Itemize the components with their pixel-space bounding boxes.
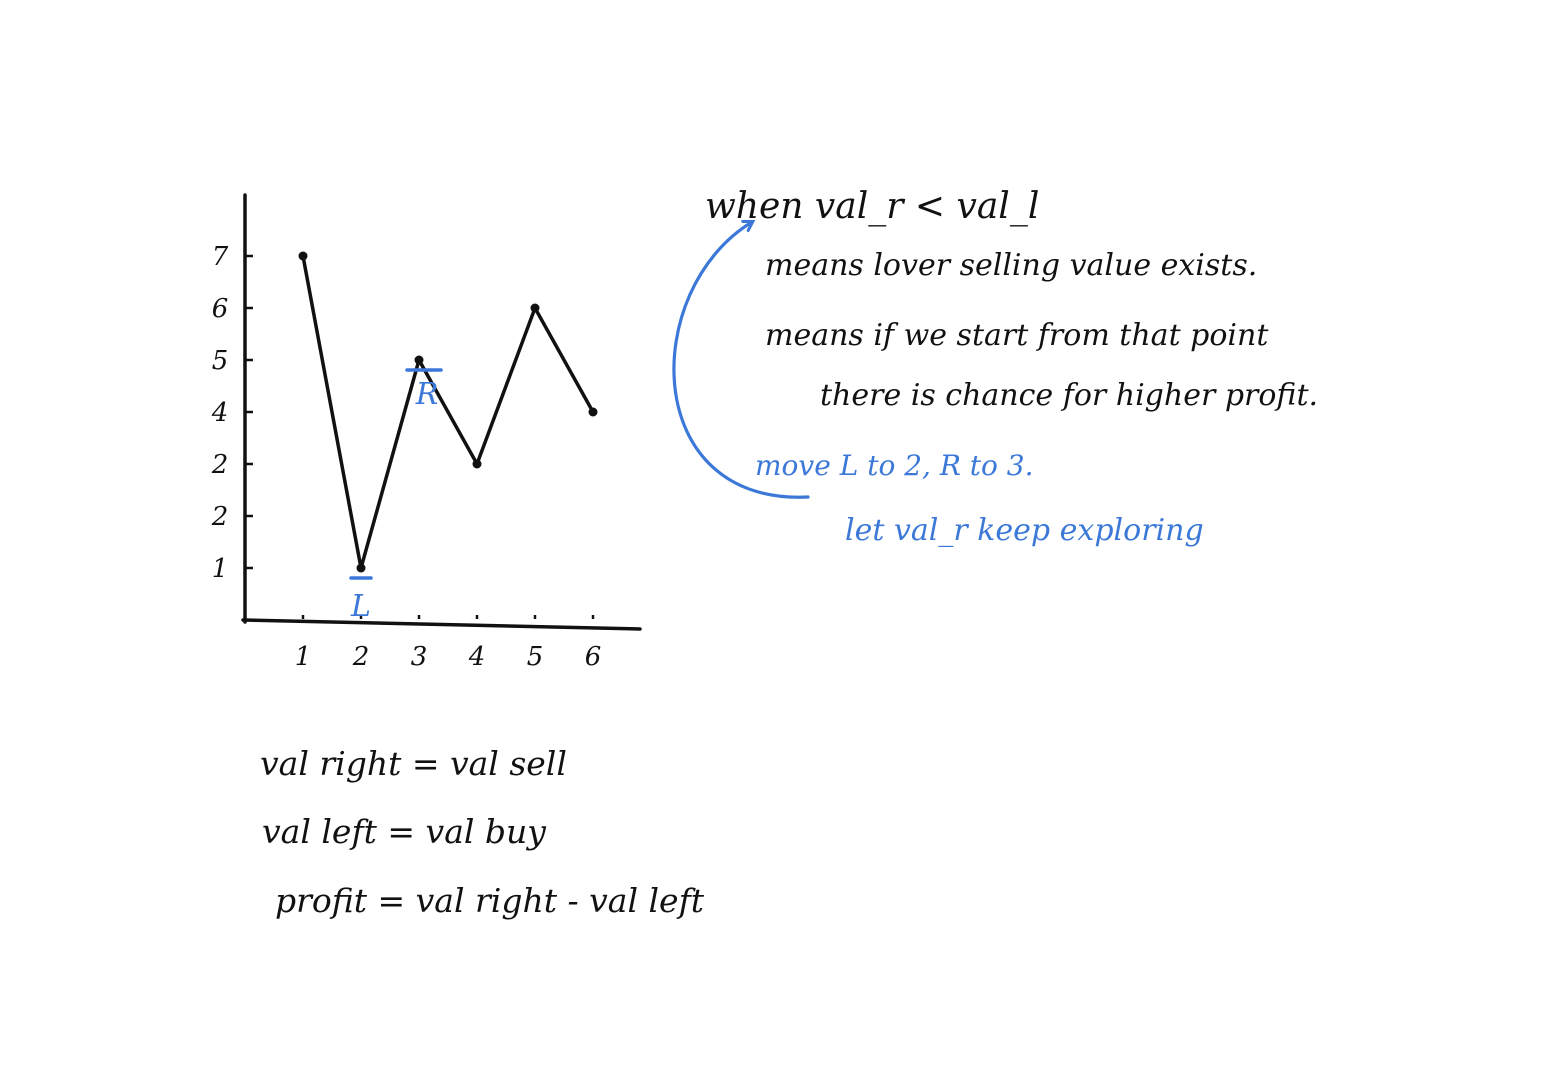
y-tick-label: 2 xyxy=(211,450,229,480)
y-tick-label: 5 xyxy=(212,346,229,376)
y-tick-label: 4 xyxy=(211,398,229,428)
data-point xyxy=(588,407,598,417)
y-tick-label: 2 xyxy=(211,502,229,532)
pointer-label-l: L xyxy=(350,589,371,624)
definition-2: val left = val buy xyxy=(262,812,546,851)
curved-arrow xyxy=(672,222,810,499)
definition-1: val right = val sell xyxy=(260,744,567,783)
x-tick-label: 3 xyxy=(411,642,428,672)
price-series xyxy=(298,251,598,573)
x-tick-label: 6 xyxy=(585,642,602,672)
x-ticks: 1 2 3 4 5 6 xyxy=(295,615,602,672)
y-tick-label: 6 xyxy=(212,294,229,324)
definitions-block: val right = val sell val left = val buy … xyxy=(260,744,705,920)
x-tick-label: 1 xyxy=(295,642,312,672)
data-point xyxy=(414,355,424,365)
x-tick-label: 2 xyxy=(352,642,370,672)
series-line xyxy=(301,254,595,569)
x-tick-label: 5 xyxy=(527,642,544,672)
note-condition: when val_r < val_l xyxy=(705,186,1039,227)
definition-3: profit = val right - val left xyxy=(275,881,705,920)
x-tick-label: 4 xyxy=(468,642,486,672)
y-tick-label: 7 xyxy=(212,242,229,272)
y-tick-label: 1 xyxy=(212,554,229,584)
note-line-3: there is chance for higher profit. xyxy=(820,378,1318,413)
notes-block: when val_r < val_l means lover selling v… xyxy=(705,186,1318,548)
note-line-2: means if we start from that point xyxy=(765,318,1269,353)
x-axis xyxy=(241,618,642,631)
note-blue-2: let val_r keep exploring xyxy=(845,513,1204,548)
pointer-label-r: R xyxy=(415,377,439,412)
pointer-markers: LR xyxy=(349,368,443,624)
data-point xyxy=(530,303,540,313)
y-ticks: 1 2 2 4 5 6 7 xyxy=(211,242,253,584)
data-point xyxy=(472,459,482,469)
note-blue-1: move L to 2, R to 3. xyxy=(755,449,1034,482)
data-point xyxy=(356,563,366,573)
data-point xyxy=(298,251,308,261)
note-line-1: means lover selling value exists. xyxy=(765,248,1257,283)
